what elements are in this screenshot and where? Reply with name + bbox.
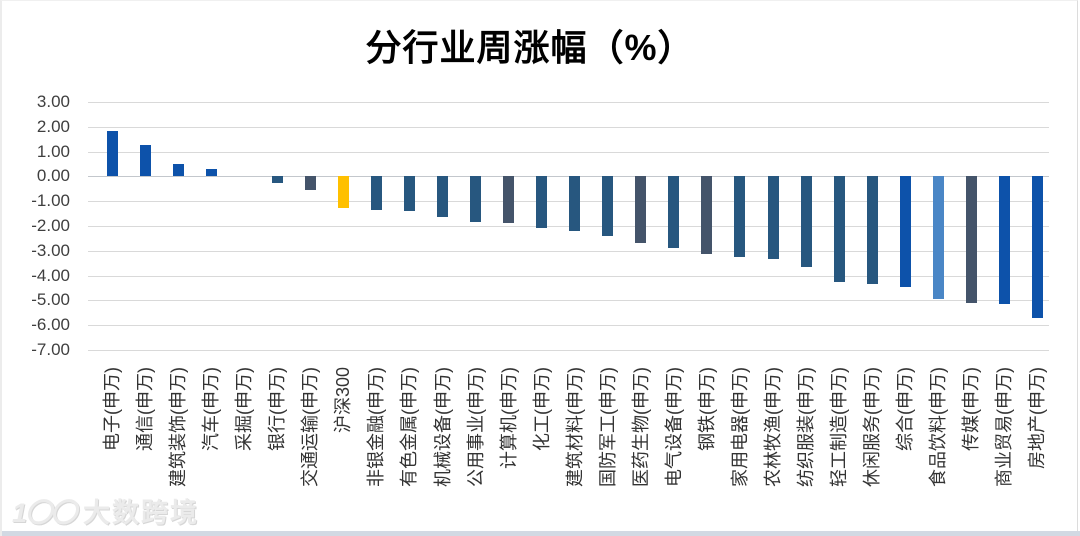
bar xyxy=(403,176,415,212)
x-axis-label: 钢铁(申万) xyxy=(696,367,717,451)
y-axis-tick-label: -7.00 xyxy=(31,340,70,359)
bar xyxy=(668,176,680,249)
x-axis-label: 沪深300 xyxy=(333,367,354,434)
bar xyxy=(503,176,515,224)
bar xyxy=(734,176,746,257)
bar xyxy=(139,144,151,177)
bar xyxy=(370,176,382,210)
x-axis-label: 传媒(申万) xyxy=(961,367,982,451)
gridline xyxy=(88,350,1049,351)
gridline xyxy=(88,325,1049,327)
bar xyxy=(701,176,713,254)
y-axis-tick-label: 3.00 xyxy=(36,92,70,111)
bar xyxy=(866,176,878,285)
bar xyxy=(271,176,283,183)
x-axis-label: 机械设备(申万) xyxy=(432,367,453,487)
watermark: 1〇〇 大数跨境 xyxy=(12,491,199,530)
gridline xyxy=(88,126,1049,128)
x-axis-label: 综合(申万) xyxy=(895,367,916,451)
x-axis-label: 非银金融(申万) xyxy=(366,367,387,487)
y-axis-tick-label: -6.00 xyxy=(31,315,70,335)
gridline xyxy=(88,201,1049,203)
bar xyxy=(172,164,184,177)
y-axis-tick-label: -5.00 xyxy=(31,290,70,310)
x-axis-label: 计算机(申万) xyxy=(498,367,519,469)
x-axis-label: 交通运输(申万) xyxy=(300,367,321,487)
watermark-text: 大数跨境 xyxy=(83,498,200,528)
x-axis-label: 休闲服务(申万) xyxy=(862,367,883,487)
y-axis-tick-label: -2.00 xyxy=(31,216,70,235)
x-axis-label: 化工(申万) xyxy=(531,367,552,451)
bar xyxy=(470,176,481,222)
y-axis-tick-label: 0.00 xyxy=(36,166,70,186)
bar xyxy=(833,176,845,282)
x-axis-label: 医药生物(申万) xyxy=(630,367,651,487)
y-axis-tick-label: 1.00 xyxy=(36,141,70,161)
bar xyxy=(569,176,581,231)
x-axis-label: 国防军工(申万) xyxy=(597,367,618,487)
gridline xyxy=(88,275,1049,277)
x-axis-label: 食品饮料(申万) xyxy=(928,367,949,487)
x-axis-label: 电子(申万) xyxy=(102,367,122,451)
x-axis-label: 通信(申万) xyxy=(135,367,156,451)
bar xyxy=(536,176,548,229)
x-axis-label: 银行(申万) xyxy=(267,367,288,451)
x-axis-label: 商业贸易(申万) xyxy=(994,367,1015,487)
x-axis-label: 轻工制造(申万) xyxy=(829,367,850,487)
brand-logo-icon: 1〇〇 xyxy=(12,498,77,528)
x-axis-label: 纺织服装(申万) xyxy=(796,367,816,487)
y-axis-tick-label: -4.00 xyxy=(31,265,70,285)
bar xyxy=(205,168,217,177)
bar xyxy=(304,176,316,191)
bar xyxy=(932,176,944,300)
gridline xyxy=(88,226,1049,227)
x-axis-label: 公用事业(申万) xyxy=(465,367,486,487)
bar xyxy=(767,176,779,260)
bar-benchmark xyxy=(337,176,349,208)
bar xyxy=(635,176,647,244)
x-axis-label: 建筑装饰(申万) xyxy=(168,367,189,487)
x-axis-label: 采掘(申万) xyxy=(234,367,255,451)
gridline xyxy=(88,102,1049,103)
zero-gridline xyxy=(88,176,1049,178)
bar xyxy=(106,130,118,177)
y-axis-tick-label: -3.00 xyxy=(31,240,70,260)
bottom-divider xyxy=(2,531,1080,536)
bar xyxy=(965,176,977,303)
x-axis-label: 有色金属(申万) xyxy=(399,367,420,487)
bar xyxy=(437,176,448,218)
x-axis-label: 建筑材料(申万) xyxy=(564,367,585,487)
x-axis-label: 房地产(申万) xyxy=(1027,367,1048,469)
x-axis-label: 电气设备(申万) xyxy=(663,367,684,487)
bar xyxy=(1031,176,1043,318)
y-axis-tick-label: -1.00 xyxy=(31,191,70,211)
x-axis-label: 家用电器(申万) xyxy=(729,367,750,487)
gridline xyxy=(88,151,1049,153)
gridline xyxy=(88,250,1049,252)
y-axis-tick-label: 2.00 xyxy=(36,116,70,136)
x-axis-label: 农林牧渔(申万) xyxy=(763,367,783,487)
x-axis-label: 汽车(申万) xyxy=(201,367,222,451)
bar xyxy=(899,176,911,287)
gridline xyxy=(88,300,1049,302)
bar xyxy=(602,176,614,236)
bar xyxy=(800,176,812,267)
bar xyxy=(998,176,1010,305)
chart-title: 分行业周涨幅（%） xyxy=(365,27,695,68)
